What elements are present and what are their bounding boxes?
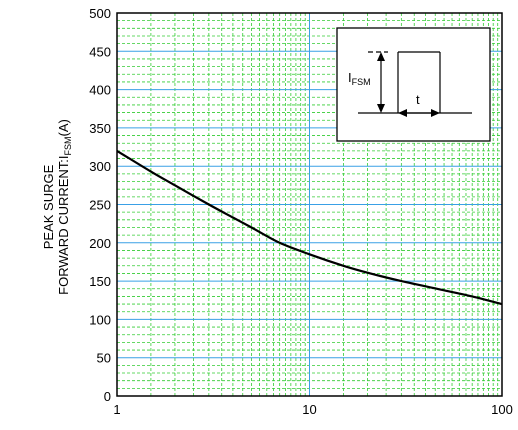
x-tick-label-2: 100 bbox=[491, 402, 513, 417]
y-axis-label-line1: PEAK SURGE bbox=[41, 164, 56, 249]
x-tick-label-1: 10 bbox=[302, 402, 316, 417]
inset-ifsm-label: IFSM bbox=[348, 70, 371, 87]
y-axis-label-line2: FORWARD CURRENT:IFSM(A) bbox=[56, 119, 73, 295]
inset-ifsm-arrowhead-down bbox=[377, 104, 385, 113]
y-axis-label-subscript: FSM bbox=[63, 136, 73, 155]
y-tick-label-4: 200 bbox=[89, 236, 111, 251]
y-tick-label-9: 450 bbox=[89, 44, 111, 59]
x-tick-labels: 1 10 100 bbox=[113, 402, 512, 417]
inset-t-label: t bbox=[416, 92, 420, 107]
y-axis-label-line2-group: FORWARD CURRENT:IFSM(A) bbox=[56, 119, 73, 295]
inset-ifsm-arrowhead-up bbox=[377, 52, 385, 61]
inset-t-arrowhead-left bbox=[398, 109, 407, 117]
y-tick-label-8: 400 bbox=[89, 83, 111, 98]
y-tick-label-3: 150 bbox=[89, 274, 111, 289]
plot-frame bbox=[116, 12, 503, 397]
y-tick-labels: 0 50 100 150 200 250 300 350 400 450 500 bbox=[89, 6, 111, 404]
x-tick-label-0: 1 bbox=[113, 402, 120, 417]
y-tick-label-1: 50 bbox=[97, 351, 111, 366]
y-axis-label-main: FORWARD CURRENT:I bbox=[56, 155, 71, 294]
y-tick-label-0: 0 bbox=[104, 389, 111, 404]
major-grid bbox=[117, 13, 502, 396]
inset-t-arrowhead-right bbox=[431, 109, 440, 117]
y-tick-label-7: 350 bbox=[89, 121, 111, 136]
y-tick-label-10: 500 bbox=[89, 6, 111, 21]
y-tick-label-2: 100 bbox=[89, 312, 111, 327]
y-axis-label: PEAK SURGE bbox=[41, 164, 56, 249]
y-axis-label-unit: (A) bbox=[56, 119, 71, 136]
inset-ifsm-sub: FSM bbox=[352, 77, 371, 87]
inset-box bbox=[336, 27, 491, 142]
inset-ifsm-main: I bbox=[348, 70, 352, 85]
inset-diagram: IFSM t bbox=[336, 27, 491, 142]
series-line bbox=[116, 149, 503, 306]
y-tick-label-5: 250 bbox=[89, 198, 111, 213]
y-tick-label-6: 300 bbox=[89, 159, 111, 174]
